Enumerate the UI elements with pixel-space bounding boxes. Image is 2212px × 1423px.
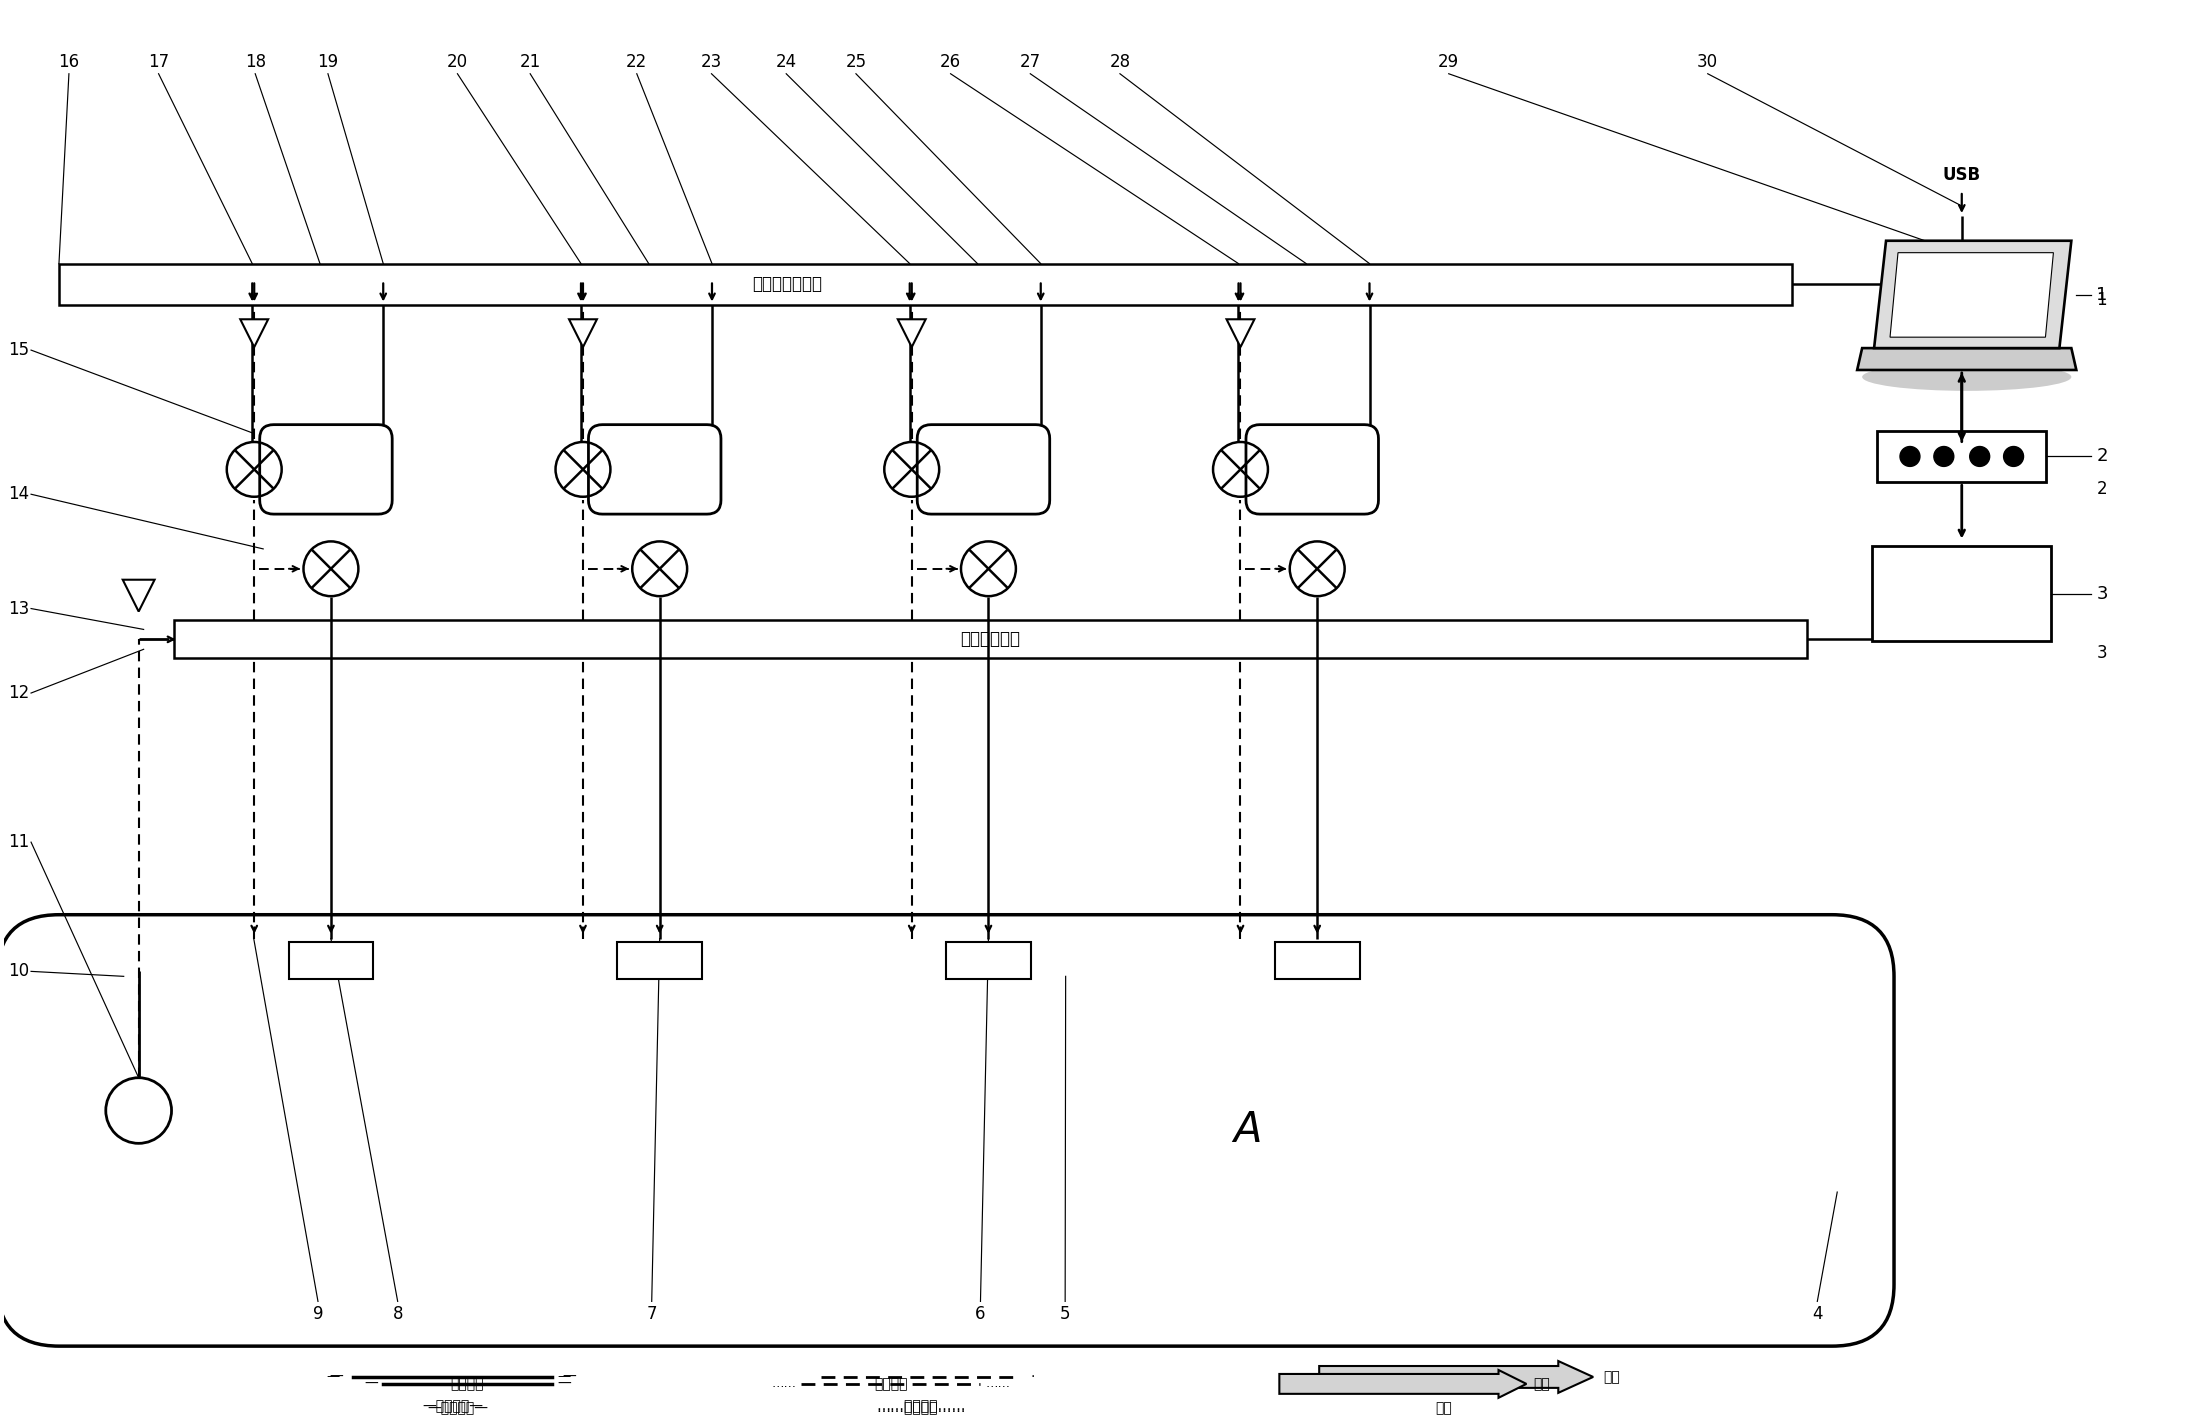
Text: 29: 29 xyxy=(1438,53,1460,71)
Text: USB: USB xyxy=(1942,166,1980,184)
Text: 10: 10 xyxy=(9,962,29,980)
Text: 23: 23 xyxy=(701,53,721,71)
Text: 16: 16 xyxy=(58,53,80,71)
Polygon shape xyxy=(1889,253,2053,337)
Bar xyxy=(1871,546,2051,640)
Text: 21: 21 xyxy=(520,53,540,71)
Text: —液体通道—: —液体通道— xyxy=(427,1400,489,1414)
FancyBboxPatch shape xyxy=(918,424,1051,514)
Text: 26: 26 xyxy=(940,53,962,71)
Text: 5: 5 xyxy=(1060,1305,1071,1323)
Text: —: — xyxy=(365,1377,378,1390)
FancyBboxPatch shape xyxy=(1245,424,1378,514)
Text: 6: 6 xyxy=(975,1305,987,1323)
Text: 15: 15 xyxy=(9,342,29,359)
Bar xyxy=(60,263,1792,306)
FancyBboxPatch shape xyxy=(0,915,1893,1346)
Text: 30: 30 xyxy=(1697,53,1719,71)
Text: 28: 28 xyxy=(1110,53,1130,71)
Bar xyxy=(947,942,1031,979)
Text: —液体通道—: —液体通道— xyxy=(422,1399,482,1413)
Text: 液体通道: 液体通道 xyxy=(451,1377,484,1390)
Text: 4: 4 xyxy=(1812,1305,1823,1323)
Text: 8: 8 xyxy=(392,1305,403,1323)
Text: 1: 1 xyxy=(2097,292,2106,309)
Polygon shape xyxy=(241,319,268,347)
Text: 3: 3 xyxy=(2097,645,2106,662)
Text: 12: 12 xyxy=(9,684,29,702)
Text: 总线: 总线 xyxy=(1436,1400,1451,1414)
Text: —: — xyxy=(562,1370,575,1385)
Text: ……: …… xyxy=(987,1377,1011,1390)
Text: 18: 18 xyxy=(246,53,265,71)
Bar xyxy=(288,942,374,979)
Bar xyxy=(1878,431,2046,482)
Polygon shape xyxy=(1874,240,2070,349)
Text: ……: …… xyxy=(772,1377,796,1390)
Text: 2: 2 xyxy=(2097,480,2106,498)
Circle shape xyxy=(1933,447,1953,467)
Circle shape xyxy=(1900,447,1920,467)
Text: 25: 25 xyxy=(845,53,867,71)
Text: 11: 11 xyxy=(9,832,29,851)
Polygon shape xyxy=(1858,349,2077,370)
Polygon shape xyxy=(568,319,597,347)
FancyArrow shape xyxy=(1318,1360,1593,1393)
Text: 17: 17 xyxy=(148,53,168,71)
Ellipse shape xyxy=(1863,363,2070,391)
Text: 14: 14 xyxy=(9,485,29,504)
Text: A: A xyxy=(1232,1110,1261,1151)
FancyArrow shape xyxy=(1279,1370,1526,1397)
Polygon shape xyxy=(898,319,925,347)
Text: 温度和液位信号: 温度和液位信号 xyxy=(752,276,823,293)
Bar xyxy=(173,620,1807,659)
Text: 9: 9 xyxy=(312,1305,323,1323)
Text: 控制通道: 控制通道 xyxy=(874,1377,907,1390)
Text: ·: · xyxy=(1031,1370,1035,1385)
Text: 27: 27 xyxy=(1020,53,1042,71)
Text: —: — xyxy=(557,1377,571,1390)
FancyBboxPatch shape xyxy=(259,424,392,514)
Bar xyxy=(617,942,701,979)
Polygon shape xyxy=(1225,319,1254,347)
Text: 7: 7 xyxy=(646,1305,657,1323)
Text: 3: 3 xyxy=(2097,585,2108,602)
Text: —: — xyxy=(327,1370,341,1383)
FancyBboxPatch shape xyxy=(588,424,721,514)
Text: 22: 22 xyxy=(626,53,648,71)
Text: 13: 13 xyxy=(9,599,29,618)
Bar xyxy=(1274,942,1360,979)
Text: ……控制通道……: ……控制通道…… xyxy=(876,1399,964,1413)
Text: 总线: 总线 xyxy=(1604,1370,1619,1385)
Text: 总线: 总线 xyxy=(1533,1377,1551,1390)
Text: 1: 1 xyxy=(2097,286,2108,305)
Text: 19: 19 xyxy=(316,53,338,71)
Text: 开关阀门控制: 开关阀门控制 xyxy=(960,630,1020,649)
Text: 24: 24 xyxy=(776,53,796,71)
Circle shape xyxy=(2004,447,2024,467)
Text: ……控制通道……: ……控制通道…… xyxy=(876,1400,964,1414)
Text: 20: 20 xyxy=(447,53,469,71)
Circle shape xyxy=(1969,447,1989,467)
Polygon shape xyxy=(122,579,155,612)
Text: —: — xyxy=(557,1370,571,1383)
Text: —: — xyxy=(330,1370,343,1385)
Text: 2: 2 xyxy=(2097,447,2108,465)
